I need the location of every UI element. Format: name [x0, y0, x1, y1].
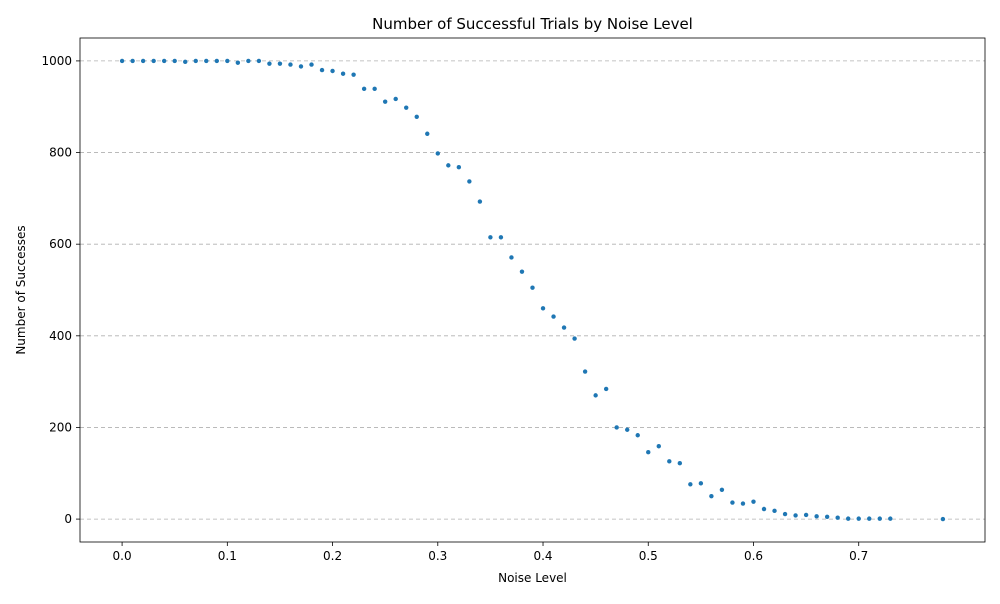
data-point [214, 58, 220, 64]
data-point [509, 255, 514, 260]
data-point [435, 151, 440, 156]
data-point [772, 508, 777, 514]
gridlines [80, 60, 985, 520]
data-point [467, 179, 472, 184]
data-point [130, 58, 135, 64]
y-tick-label: 400 [49, 329, 72, 343]
x-tick-label: 0.4 [533, 549, 552, 563]
data-point [888, 516, 893, 521]
y-tick-label: 600 [49, 237, 72, 251]
data-point [267, 61, 272, 66]
data-point [151, 58, 156, 64]
data-point [414, 114, 419, 120]
data-point [319, 67, 325, 73]
data-point [761, 506, 767, 512]
data-point [551, 314, 556, 319]
data-point [688, 482, 693, 487]
plot-frame [79, 37, 986, 543]
data-point [614, 425, 619, 430]
data-point [393, 96, 398, 102]
data-point [161, 58, 167, 64]
data-point [940, 516, 946, 522]
data-point [625, 427, 630, 432]
data-point [730, 500, 735, 505]
data-point [698, 481, 704, 486]
data-point [877, 516, 882, 521]
data-point [498, 235, 504, 240]
data-point [361, 86, 367, 92]
data-point [488, 235, 493, 240]
data-point [751, 499, 756, 504]
data-point [330, 68, 335, 74]
data-point [635, 433, 640, 438]
data-point [309, 62, 314, 67]
data-point [425, 131, 430, 136]
x-tick-label: 0.6 [744, 549, 763, 563]
data-point [404, 105, 409, 110]
data-point [845, 516, 851, 521]
y-axis-label: Number of Successes [14, 225, 28, 354]
data-point [235, 60, 241, 65]
data-point [782, 511, 788, 517]
x-tick-label: 0.1 [218, 549, 237, 563]
data-point [193, 58, 198, 64]
x-tick-label: 0.0 [113, 549, 132, 563]
data-point [183, 59, 188, 65]
data-point [835, 515, 840, 520]
data-point [740, 501, 746, 506]
x-axis-ticks: 0.0 0.1 0.2 0.3 0.4 0.5 0.6 0.7 [113, 542, 868, 563]
data-point [340, 71, 346, 76]
data-point [477, 199, 483, 204]
y-tick-label: 800 [49, 146, 72, 160]
data-point [530, 285, 535, 290]
data-points [119, 58, 946, 522]
data-point [225, 58, 230, 64]
data-point [277, 61, 283, 66]
data-point [298, 64, 304, 69]
x-tick-label: 0.7 [849, 549, 868, 563]
x-axis-label: Noise Level [498, 571, 567, 585]
data-point [572, 336, 577, 341]
x-tick-label: 0.5 [639, 549, 658, 563]
data-point [372, 86, 377, 92]
data-point [540, 306, 546, 311]
data-point [351, 72, 356, 77]
data-point [256, 58, 262, 64]
data-point [519, 269, 525, 274]
y-tick-label: 1000 [41, 54, 72, 68]
y-tick-label: 0 [64, 512, 72, 526]
data-point [204, 58, 209, 64]
data-point [867, 516, 872, 521]
y-axis-ticks: 0 200 400 600 800 1000 [41, 54, 80, 526]
data-point [119, 58, 125, 64]
y-tick-label: 200 [49, 420, 72, 434]
data-point [140, 58, 146, 64]
data-point [793, 513, 798, 518]
data-point [719, 487, 725, 492]
data-point [172, 58, 177, 64]
data-point [677, 460, 683, 466]
x-tick-label: 0.2 [323, 549, 342, 563]
data-point [646, 449, 651, 455]
data-point [656, 444, 661, 449]
data-point [803, 512, 809, 518]
data-point [709, 493, 714, 499]
data-point [603, 386, 609, 392]
data-point [382, 99, 388, 104]
chart-title: Number of Successful Trials by Noise Lev… [372, 15, 693, 33]
data-point [582, 369, 588, 374]
data-point [593, 393, 598, 398]
x-tick-label: 0.3 [428, 549, 447, 563]
data-point [288, 62, 293, 67]
data-point [561, 325, 567, 330]
data-point [456, 165, 462, 170]
data-point [824, 514, 830, 519]
data-point [446, 163, 451, 168]
data-point [667, 459, 672, 464]
data-point [856, 516, 861, 521]
data-point [814, 514, 819, 519]
data-point [246, 58, 251, 64]
